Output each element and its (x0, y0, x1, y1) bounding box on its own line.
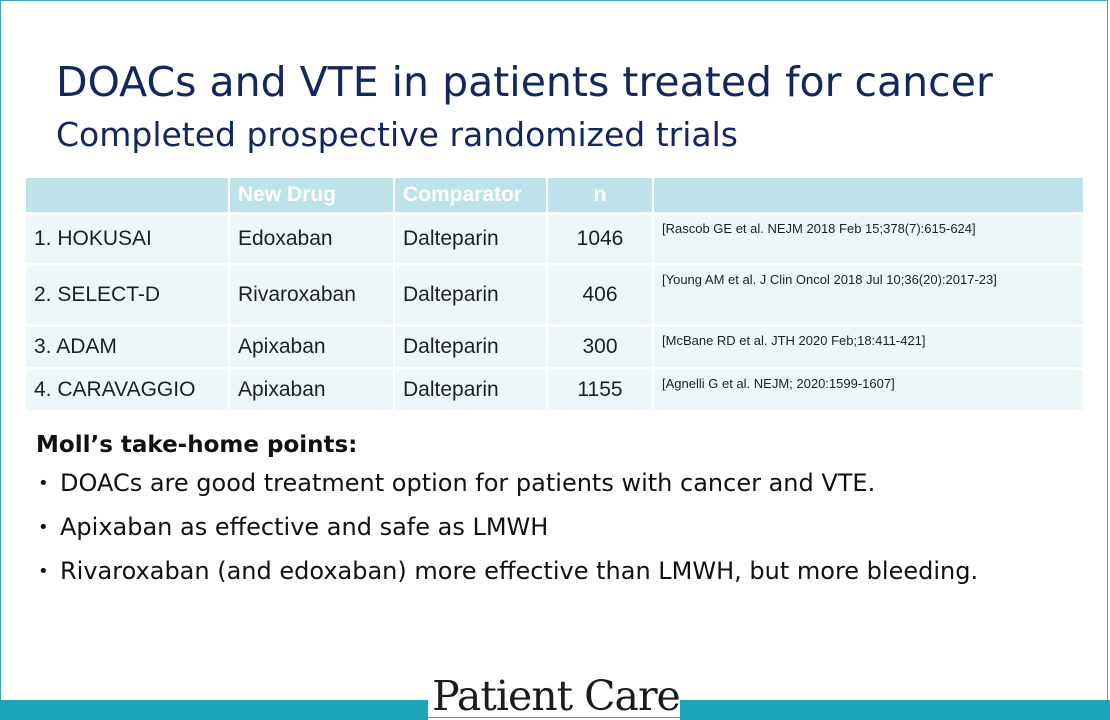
sample-size: 300 (547, 325, 654, 370)
table-header-row: New Drug Comparator n (26, 178, 1085, 215)
table-row: 2. SELECT-D Rivaroxaban Dalteparin 406 [… (26, 264, 1085, 327)
footer-bar-right (680, 700, 1110, 720)
trials-table: New Drug Comparator n 1. HOKUSAI Edoxaba… (26, 178, 1085, 413)
header-comparator: Comparator (394, 178, 548, 215)
table-row: 4. CARAVAGGIO Apixaban Dalteparin 1155 [… (26, 368, 1085, 413)
reference: [McBane RD et al. JTH 2020 Feb;18:411-42… (653, 325, 1085, 370)
bullet-icon: • (38, 517, 49, 538)
list-item: • Apixaban as effective and safe as LMWH (36, 512, 1076, 543)
sample-size: 406 (547, 264, 654, 327)
slide-subtitle: Completed prospective randomized trials (56, 115, 738, 154)
header-trial (26, 178, 230, 215)
point-text: Rivaroxaban (and edoxaban) more effectiv… (60, 557, 979, 585)
new-drug: Apixaban (229, 368, 395, 413)
trial-name: 4. CARAVAGGIO (26, 368, 230, 413)
list-item: • Rivaroxaban (and edoxaban) more effect… (36, 556, 1076, 587)
takehome-section: Moll’s take-home points: • DOACs are goo… (36, 428, 1076, 600)
trial-name: 1. HOKUSAI (26, 213, 230, 266)
footer-bar-left (0, 700, 428, 720)
comparator: Dalteparin (394, 368, 548, 413)
takehome-list: • DOACs are good treatment option for pa… (36, 468, 1076, 587)
new-drug: Apixaban (229, 325, 395, 370)
point-text: Apixaban as effective and safe as LMWH (60, 513, 549, 541)
sample-size: 1155 (547, 368, 654, 413)
bullet-icon: • (38, 561, 49, 582)
point-text: DOACs are good treatment option for pati… (60, 469, 876, 497)
trial-name: 2. SELECT-D (26, 264, 230, 327)
header-new-drug: New Drug (229, 178, 395, 215)
reference: [Rascob GE et al. NEJM 2018 Feb 15;378(7… (653, 213, 1085, 266)
trial-name: 3. ADAM (26, 325, 230, 370)
table-row: 1. HOKUSAI Edoxaban Dalteparin 1046 [Ras… (26, 213, 1085, 266)
reference: [Young AM et al. J Clin Oncol 2018 Jul 1… (653, 264, 1085, 327)
comparator: Dalteparin (394, 213, 548, 266)
takehome-title: Moll’s take-home points: (36, 432, 358, 458)
slide-title: DOACs and VTE in patients treated for ca… (56, 58, 993, 106)
table-row: 3. ADAM Apixaban Dalteparin 300 [McBane … (26, 325, 1085, 370)
new-drug: Rivaroxaban (229, 264, 395, 327)
new-drug: Edoxaban (229, 213, 395, 266)
patient-care-logo: Patient Care (432, 672, 681, 720)
comparator: Dalteparin (394, 325, 548, 370)
comparator: Dalteparin (394, 264, 548, 327)
sample-size: 1046 (547, 213, 654, 266)
bullet-icon: • (38, 473, 49, 494)
header-reference (653, 178, 1085, 215)
reference: [Agnelli G et al. NEJM; 2020:1599-1607] (653, 368, 1085, 413)
header-n: n (547, 178, 654, 215)
list-item: • DOACs are good treatment option for pa… (36, 468, 1076, 499)
